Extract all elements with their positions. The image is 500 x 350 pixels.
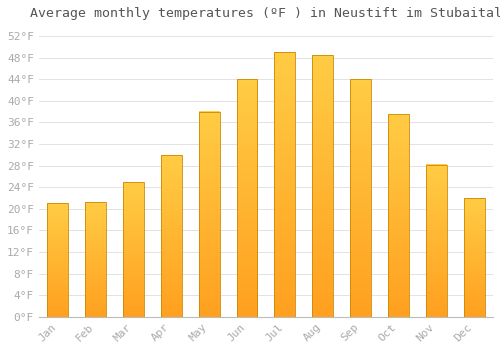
Bar [161, 155, 182, 317]
Title: Average monthly temperatures (ºF ) in Neustift im Stubaital: Average monthly temperatures (ºF ) in Ne… [30, 7, 500, 20]
Bar [123, 182, 144, 317]
Bar [48, 203, 68, 317]
Bar [426, 164, 446, 317]
Bar [123, 182, 144, 317]
Bar [388, 114, 409, 317]
Bar [236, 79, 258, 317]
Bar [48, 203, 68, 317]
Bar [426, 164, 446, 317]
Bar [350, 79, 371, 317]
Bar [161, 155, 182, 317]
Bar [198, 112, 220, 317]
Bar [274, 52, 295, 317]
Bar [236, 79, 258, 317]
Bar [312, 55, 333, 317]
Bar [312, 55, 333, 317]
Bar [388, 114, 409, 317]
Bar [274, 52, 295, 317]
Bar [85, 202, 106, 317]
Bar [198, 112, 220, 317]
Bar [464, 198, 484, 317]
Bar [464, 198, 484, 317]
Bar [85, 202, 106, 317]
Bar [350, 79, 371, 317]
